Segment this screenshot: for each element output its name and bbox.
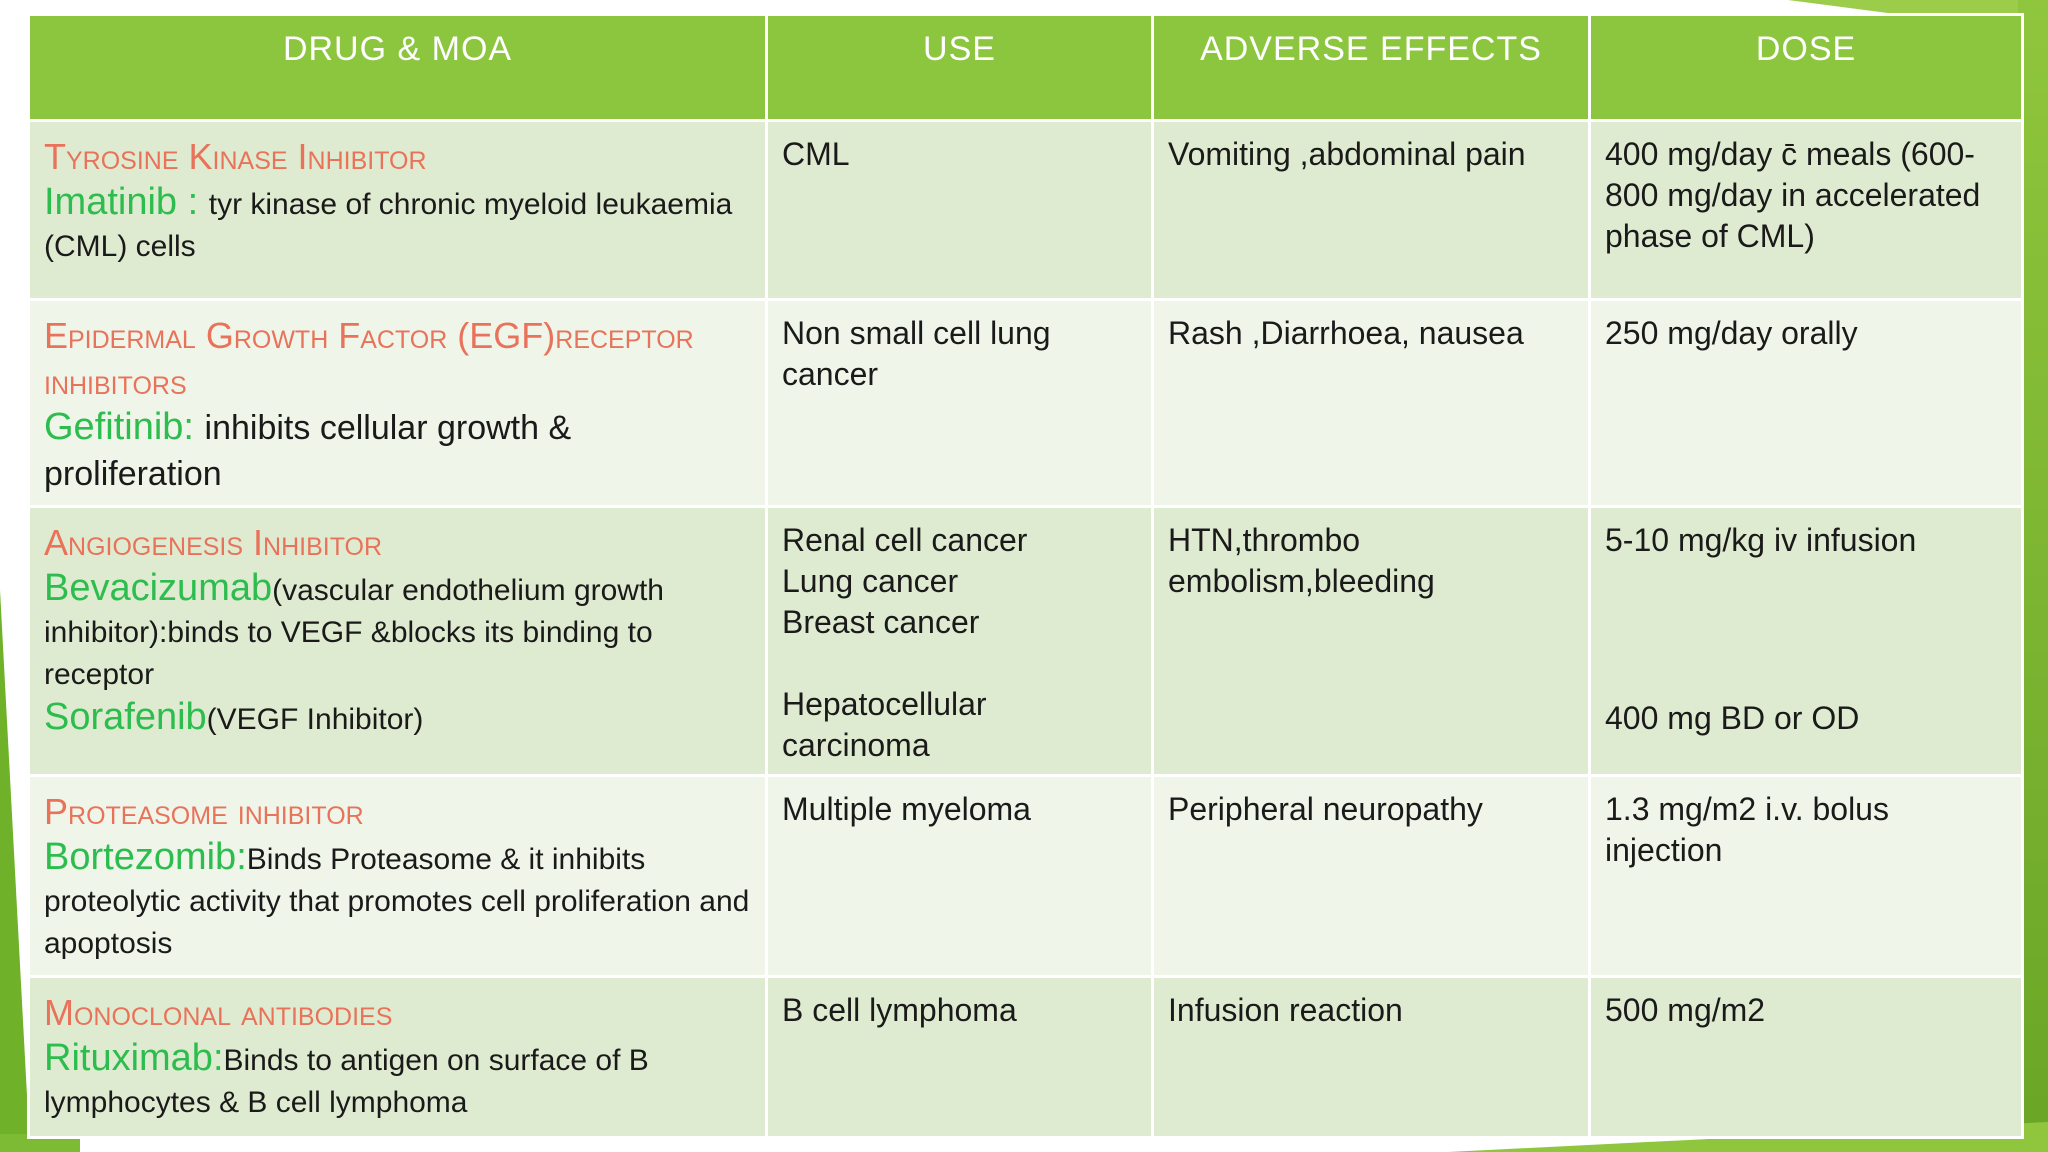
adverse-effects-cell: Peripheral neuropathy xyxy=(1151,774,1591,978)
dose-text: 5-10 mg/kg iv infusion xyxy=(1605,522,1917,558)
use-text: Non small cell lung cancer xyxy=(782,315,1051,392)
adverse-effects-cell: HTN,thrombo embolism,bleeding xyxy=(1151,505,1591,777)
drug-name: Bortezomib: xyxy=(44,836,247,878)
drug-moa: inhibits cellular growth & proliferation xyxy=(44,409,572,493)
use-text: Lung cancer xyxy=(782,563,959,599)
header-use: USE xyxy=(765,13,1154,122)
spacer xyxy=(1605,561,2007,698)
header-drug-moa: DRUG & MOA xyxy=(27,13,768,122)
drug-moa-secondary: (VEGF Inhibitor) xyxy=(206,703,424,736)
table-row: Epidermal Growth Factor (EGF)receptor in… xyxy=(27,298,2024,508)
drug-moa: Binds Proteasome & it inhibits proteolyt… xyxy=(44,843,750,960)
use-cell: CML xyxy=(765,119,1154,301)
drug-table: DRUG & MOA USE ADVERSE EFFECTS DOSE Tyro… xyxy=(27,13,2024,1139)
dose-cell: 250 mg/day orally xyxy=(1588,298,2024,508)
header-adverse-effects: ADVERSE EFFECTS xyxy=(1151,13,1591,122)
drug-moa: Binds to antigen on surface of B lymphoc… xyxy=(44,1044,649,1119)
drug-moa-cell: Tyrosine Kinase Inhibitor Imatinib : tyr… xyxy=(27,119,768,301)
use-text: Multiple myeloma xyxy=(782,791,1031,827)
drug-moa: tyr kinase of chronic myeloid leukaemia … xyxy=(44,188,733,263)
use-cell: Non small cell lung cancer xyxy=(765,298,1154,508)
drug-name-secondary: Sorafenib xyxy=(44,696,207,738)
use-text: CML xyxy=(782,136,850,172)
drug-class: Monoclonal antibodies xyxy=(44,992,393,1033)
table-row: Angiogenesis Inhibitor Bevacizumab(vascu… xyxy=(27,505,2024,777)
drug-class: Proteasome inhibitor xyxy=(44,791,364,832)
dose-cell: 400 mg/day c̄ meals (600-800 mg/day in a… xyxy=(1588,119,2024,301)
drug-moa-cell: Proteasome inhibitor Bortezomib:Binds Pr… xyxy=(27,774,768,978)
adverse-effects-cell: Rash ,Diarrhoea, nausea xyxy=(1151,298,1591,508)
drug-moa-cell: Epidermal Growth Factor (EGF)receptor in… xyxy=(27,298,768,508)
dose-text: 400 mg BD or OD xyxy=(1605,700,1860,736)
dose-text: 400 mg/day c̄ meals (600-800 mg/day in a… xyxy=(1605,136,1981,254)
drug-moa: (vascular endothelium growth inhibitor):… xyxy=(44,574,664,691)
drug-moa-cell: Monoclonal antibodies Rituximab:Binds to… xyxy=(27,975,768,1139)
drug-name: Gefitinib: xyxy=(44,406,205,448)
drug-name: Imatinib : xyxy=(44,181,209,223)
header-dose: DOSE xyxy=(1588,13,2024,122)
table-row: Monoclonal antibodies Rituximab:Binds to… xyxy=(27,975,2024,1139)
table-row: Tyrosine Kinase Inhibitor Imatinib : tyr… xyxy=(27,119,2024,301)
drug-name: Rituximab: xyxy=(44,1037,224,1079)
dose-cell: 5-10 mg/kg iv infusion 400 mg BD or OD xyxy=(1588,505,2024,777)
use-cell: Multiple myeloma xyxy=(765,774,1154,978)
use-text: B cell lymphoma xyxy=(782,992,1017,1028)
use-text: Renal cell cancer xyxy=(782,522,1028,558)
dose-text: 1.3 mg/m2 i.v. bolus injection xyxy=(1605,791,1889,868)
use-cell: Renal cell cancer Lung cancer Breast can… xyxy=(765,505,1154,777)
dose-cell: 1.3 mg/m2 i.v. bolus injection xyxy=(1588,774,2024,978)
decorative-shape xyxy=(0,590,30,1152)
dose-cell: 500 mg/m2 xyxy=(1588,975,2024,1139)
drug-class: Angiogenesis Inhibitor xyxy=(44,522,383,563)
drug-class: Tyrosine Kinase Inhibitor xyxy=(44,136,427,177)
use-text: Breast cancer xyxy=(782,604,980,640)
dose-text: 250 mg/day orally xyxy=(1605,315,1858,351)
drug-name: Bevacizumab xyxy=(44,567,273,609)
adverse-effects-cell: Infusion reaction xyxy=(1151,975,1591,1139)
adverse-effects-cell: Vomiting ,abdominal pain xyxy=(1151,119,1591,301)
use-cell: B cell lymphoma xyxy=(765,975,1154,1139)
table-row: Proteasome inhibitor Bortezomib:Binds Pr… xyxy=(27,774,2024,978)
spacer xyxy=(782,643,1137,684)
dose-text: 500 mg/m2 xyxy=(1605,992,1766,1028)
use-text: Hepatocellular carcinoma xyxy=(782,686,987,763)
table-header-row: DRUG & MOA USE ADVERSE EFFECTS DOSE xyxy=(27,13,2024,122)
drug-moa-cell: Angiogenesis Inhibitor Bevacizumab(vascu… xyxy=(27,505,768,777)
drug-class: Epidermal Growth Factor (EGF)receptor in… xyxy=(44,315,694,402)
